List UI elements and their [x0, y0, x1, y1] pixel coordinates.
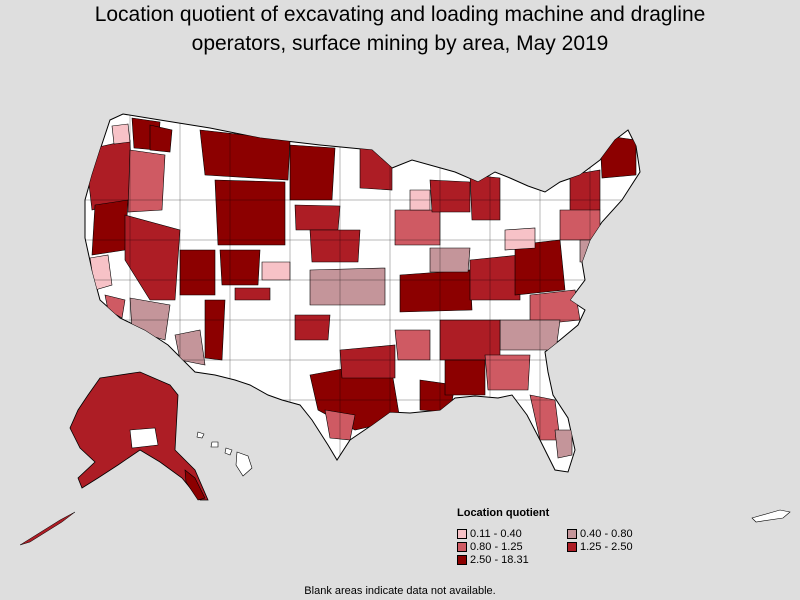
map-legend: Location quotient 0.11 - 0.40 0.40 - 0.8… [457, 507, 697, 566]
legend-label-2: 0.80 - 1.25 [470, 541, 523, 553]
legend-swatch-1 [567, 529, 577, 539]
legend-label-3: 1.25 - 2.50 [580, 541, 633, 553]
alaska [19, 371, 209, 546]
footnote: Blank areas indicate data not available. [304, 585, 496, 597]
legend-label-0: 0.11 - 0.40 [470, 528, 522, 540]
legend-title: Location quotient [457, 507, 550, 519]
legend-label-1: 0.40 - 0.80 [580, 528, 633, 540]
hawaii [196, 431, 253, 477]
map-title-line-1: Location quotient of excavating and load… [94, 3, 706, 26]
legend-label-4: 2.50 - 18.31 [470, 554, 529, 566]
legend-items: 0.11 - 0.40 0.40 - 0.80 0.80 - 1.25 1.25… [457, 528, 697, 566]
legend-swatch-2 [457, 542, 467, 552]
legend-item-2: 0.80 - 1.25 [457, 541, 567, 553]
legend-item-4: 2.50 - 18.31 [457, 554, 567, 566]
map-title-line-2: operators, surface mining by area, May 2… [191, 32, 609, 55]
conterminous-us [84, 113, 641, 473]
map-title: Location quotient of excavating and load… [0, 0, 800, 58]
legend-swatch-0 [457, 529, 467, 539]
legend-item-1: 0.40 - 0.80 [567, 528, 677, 540]
legend-item-3: 1.25 - 2.50 [567, 541, 677, 553]
puerto-rico [751, 509, 791, 523]
legend-swatch-4 [457, 555, 467, 565]
legend-swatch-3 [567, 542, 577, 552]
legend-item-0: 0.11 - 0.40 [457, 528, 567, 540]
